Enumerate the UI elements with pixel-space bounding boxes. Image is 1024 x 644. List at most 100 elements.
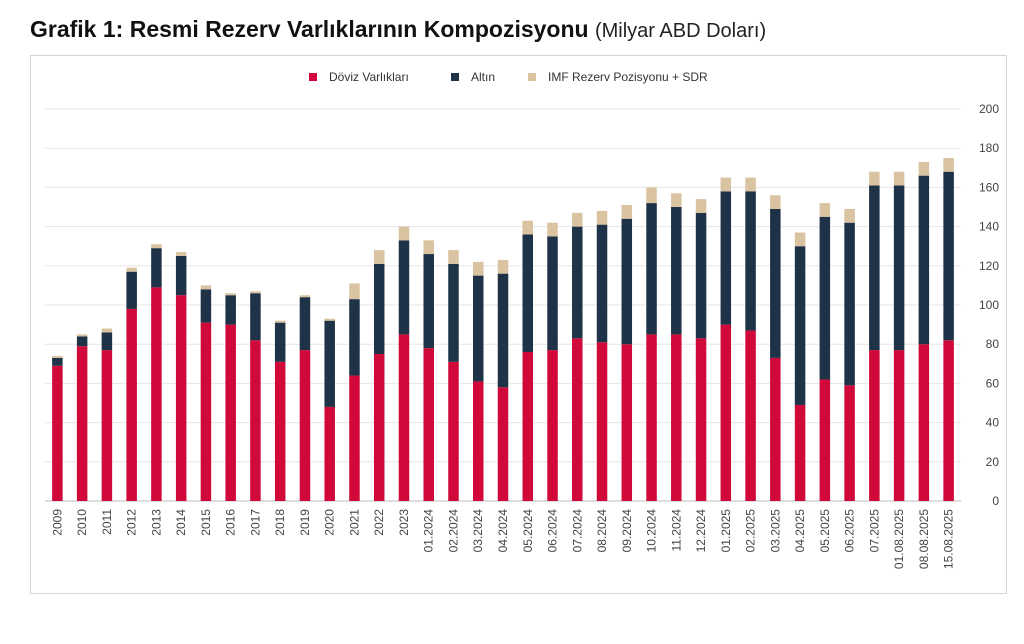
bar-segment-imf-sdr-20 [547,222,558,237]
bar-segment-doviz-18 [497,387,509,501]
bar-segment-imf-sdr-2 [101,328,113,333]
y-tick-label: 40 [986,416,1000,430]
bar-segment-imf-sdr-28 [745,177,756,192]
bar-segment-imf-sdr-29 [770,195,781,209]
x-tick-label: 04.2025 [793,509,807,553]
bar-segment-imf-sdr-10 [299,295,311,298]
bar-segment-altin-11 [324,320,335,407]
legend-label: Döviz Varlıkları [329,70,409,84]
x-tick-label: 03.2024 [471,509,485,553]
bar-segment-imf-sdr-24 [646,187,657,204]
bar-segment-imf-sdr-0 [52,355,63,358]
y-tick-label: 160 [979,180,999,194]
bar-segment-imf-sdr-13 [373,250,385,264]
bar-segment-altin-31 [819,216,831,380]
bar-segment-doviz-4 [151,287,162,501]
bar-segment-imf-sdr-8 [250,291,261,294]
bar-segment-doviz-10 [299,350,311,501]
bar-segment-altin-13 [373,263,385,354]
bar-segment-imf-sdr-6 [200,285,212,290]
x-tick-label: 06.2025 [843,509,857,553]
bar-segment-imf-sdr-31 [819,203,831,217]
bar-segment-imf-sdr-22 [596,210,608,225]
bar-segment-doviz-26 [695,338,707,501]
x-tick-label: 09.2024 [620,509,634,553]
bar-segment-doviz-28 [745,330,756,501]
bar-segment-altin-18 [497,273,509,388]
bar-segment-altin-23 [621,218,633,345]
x-tick-label: 02.2025 [744,509,758,553]
bar-segment-doviz-36 [943,340,954,501]
bar-segment-imf-sdr-9 [274,320,286,323]
bar-segment-doviz-29 [770,357,781,501]
bar-segment-imf-sdr-16 [448,250,459,264]
x-tick-label: 07.2025 [867,509,881,553]
bar-segment-imf-sdr-35 [918,161,930,176]
bar-segment-altin-33 [869,185,880,351]
bar-segment-doviz-23 [621,344,633,501]
x-tick-label: 05.2025 [818,509,832,553]
bar-segment-altin-5 [175,256,187,296]
stacked-bar-chart: Döviz Varlıkları Altın IMF Rezerv Pozisyon… [45,70,999,569]
bar-segment-doviz-31 [819,379,831,501]
bar-segment-imf-sdr-27 [720,177,732,192]
bar-segment-doviz-2 [101,350,113,501]
bar-segment-doviz-17 [472,381,484,501]
bars [52,158,954,501]
bar-segment-imf-sdr-32 [844,208,855,223]
bar-segment-altin-0 [52,357,63,366]
bar-segment-doviz-12 [349,375,360,501]
legend-label: Altın [471,70,495,84]
bar-segment-doviz-27 [720,324,732,501]
bar-segment-imf-sdr-17 [472,261,484,276]
y-axis: 0 20 40 60 80 100 120 140 160 180 200 [979,102,999,508]
x-tick-label: 2010 [75,509,89,536]
x-tick-label: 2009 [50,509,64,536]
bar-segment-altin-32 [844,222,855,386]
y-tick-label: 180 [979,141,999,155]
bar-segment-imf-sdr-12 [349,283,360,300]
bar-segment-doviz-33 [869,350,880,501]
y-tick-label: 20 [986,455,1000,469]
bar-segment-imf-sdr-21 [572,212,583,227]
x-tick-label: 2015 [199,509,213,536]
chart-title-line: Grafik 1: Resmi Rezerv Varlıklarının Kom… [30,16,766,43]
bar-segment-imf-sdr-18 [497,259,509,274]
bar-segment-doviz-32 [844,385,855,501]
bar-segment-doviz-0 [52,365,63,501]
bar-segment-doviz-9 [274,361,286,501]
bar-segment-imf-sdr-25 [671,193,682,207]
bar-segment-altin-16 [448,263,459,362]
bar-segment-doviz-16 [448,361,459,501]
bar-segment-doviz-6 [200,322,212,501]
x-tick-label: 2023 [397,509,411,536]
bar-segment-imf-sdr-26 [695,199,707,213]
x-tick-label: 15.08.2025 [942,509,956,569]
bar-segment-altin-19 [522,234,534,353]
y-tick-label: 140 [979,220,999,234]
bar-segment-altin-28 [745,191,756,331]
bar-segment-doviz-21 [572,338,583,501]
bar-segment-altin-20 [547,236,558,351]
bar-segment-altin-12 [349,299,360,376]
bar-segment-altin-34 [893,185,905,351]
bar-segment-doviz-5 [175,295,187,501]
y-tick-label: 60 [986,376,1000,390]
y-tick-label: 120 [979,259,999,273]
chart-frame: Döviz Varlıkları Altın IMF Rezerv Pozisyon… [30,55,1007,594]
x-tick-label: 03.2025 [768,509,782,553]
bar-segment-altin-25 [671,207,682,335]
bar-segment-imf-sdr-11 [324,318,335,321]
bar-segment-imf-sdr-4 [151,244,162,249]
legend-label: IMF Rezerv Pozisyonu + SDR [548,70,708,84]
x-tick-label: 2012 [125,509,139,536]
bar-segment-imf-sdr-36 [943,158,954,172]
y-tick-label: 0 [992,494,999,508]
bar-segment-doviz-19 [522,352,534,501]
y-tick-label: 100 [979,298,999,312]
bar-segment-altin-4 [151,248,162,288]
x-tick-label: 11.2024 [669,509,683,552]
bar-segment-doviz-15 [423,348,434,501]
x-tick-label: 2014 [174,509,188,536]
bar-segment-doviz-24 [646,334,657,501]
